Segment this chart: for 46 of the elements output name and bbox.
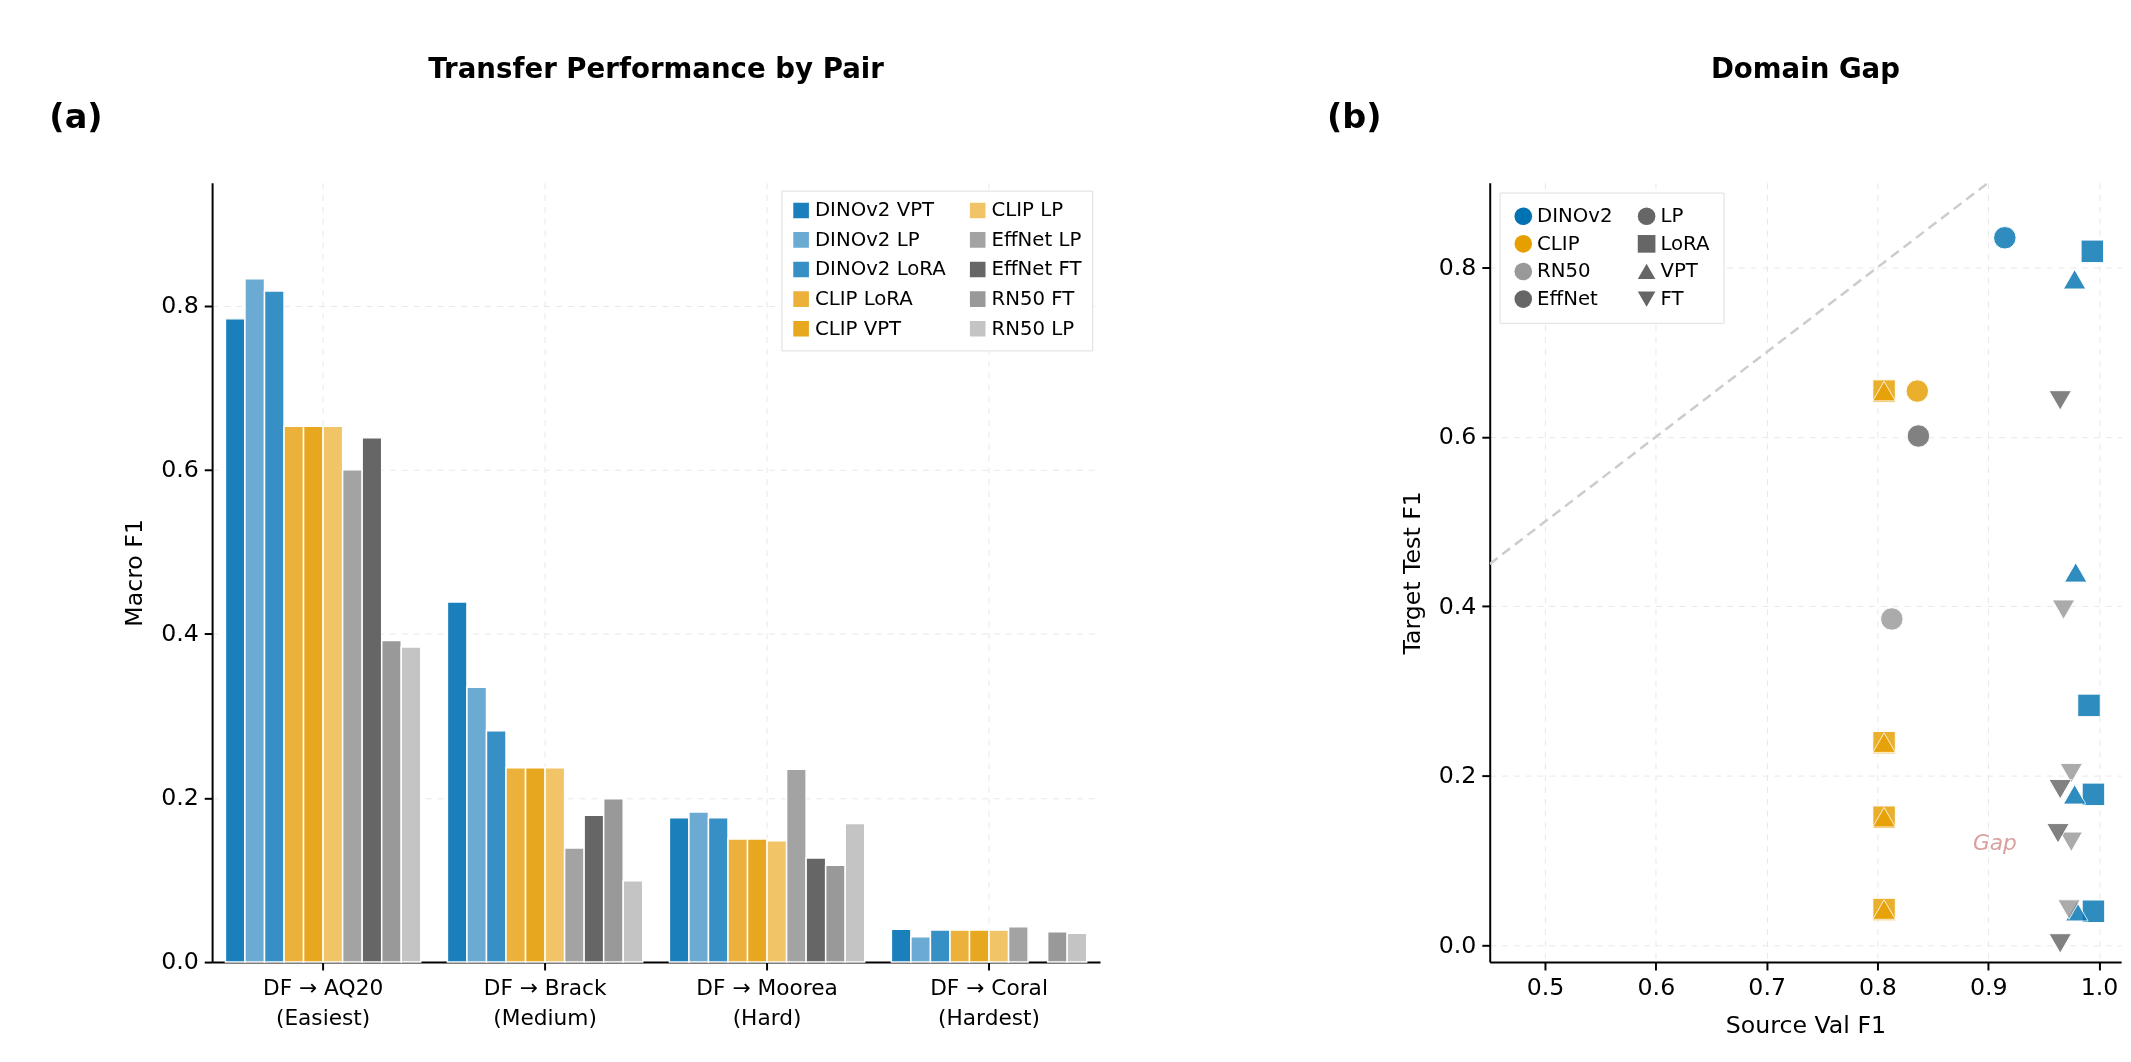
x-tick-label: DF → Coral (Hardest) <box>930 975 1048 1030</box>
legend-label: EffNet LP <box>991 227 1082 251</box>
y-tick-label: 0.8 <box>1438 252 1477 281</box>
legend-label: LP <box>1660 204 1684 228</box>
y-axis-title: Target Test F1 <box>1398 491 1427 656</box>
y-tick-label: 0.8 <box>161 291 199 320</box>
chart-title: Transfer Performance by Pair <box>428 52 885 86</box>
y-tick-label: 0.2 <box>1438 761 1477 790</box>
x-tick-label: 0.5 <box>1526 973 1565 1002</box>
x-tick-label: 0.9 <box>1969 973 2008 1002</box>
x-tick-label: DF → Brack (Medium) <box>483 975 607 1030</box>
legend-label: CLIP VPT <box>814 316 903 340</box>
text: (b) <box>1326 97 1382 137</box>
legend-label: EffNet <box>1537 287 1599 311</box>
x-axis-title: Source Val F1 <box>1725 1010 1887 1039</box>
y-tick-label: 0.2 <box>161 783 199 812</box>
x-tick-label: 0.7 <box>1748 973 1786 1002</box>
legend-label: DINOv2 <box>1537 204 1613 228</box>
x-tick-label: DF → AQ20 (Easiest) <box>262 975 384 1030</box>
legend-label: RN50 <box>1537 259 1591 283</box>
y-tick-label: 0.4 <box>1438 591 1477 620</box>
y-axis-title: Macro F1 <box>120 518 149 627</box>
legend-label: EffNet FT <box>991 257 1083 281</box>
y-tick-label: 0.6 <box>1438 422 1477 451</box>
text: (a) <box>49 97 103 137</box>
annotation: Gap <box>1972 829 2017 855</box>
legend-label: RN50 FT <box>991 287 1076 311</box>
legend-label: CLIP <box>1537 231 1580 255</box>
chart-title: Domain Gap <box>1710 52 1900 86</box>
legend-label: DINOv2 LP <box>814 227 920 251</box>
legend-label: VPT <box>1660 259 1699 283</box>
x-tick-label: DF → Moorea (Hard) <box>696 975 838 1030</box>
y-tick-label: 0.4 <box>161 619 199 648</box>
legend-label: FT <box>1660 287 1685 311</box>
y-tick-label: 0.0 <box>161 947 199 976</box>
legend-label: CLIP LoRA <box>814 287 914 311</box>
x-tick-label: 1.0 <box>2080 973 2119 1002</box>
y-tick-label: 0.6 <box>161 455 199 484</box>
legend-label: DINOv2 LoRA <box>814 257 947 281</box>
legend-label: DINOv2 VPT <box>814 198 936 222</box>
y-tick-label: 0.0 <box>1438 930 1477 959</box>
legend-label: CLIP LP <box>991 198 1064 222</box>
legend-label: RN50 LP <box>991 316 1075 340</box>
legend-label: LoRA <box>1660 231 1711 255</box>
x-tick-label: 0.8 <box>1859 973 1897 1002</box>
x-tick-label: 0.6 <box>1637 973 1676 1002</box>
